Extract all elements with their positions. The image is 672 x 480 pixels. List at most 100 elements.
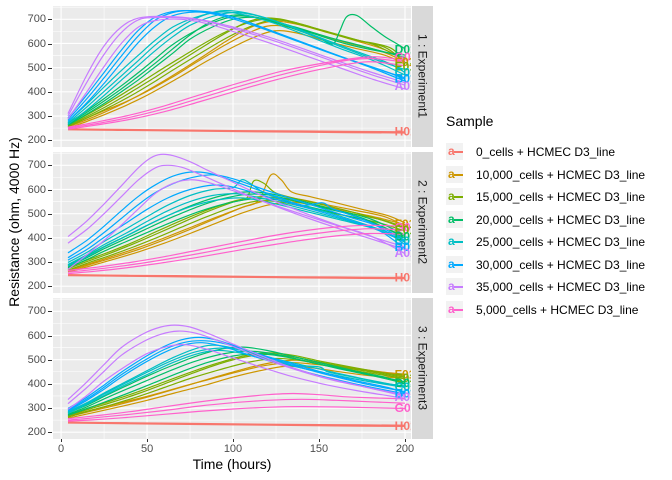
x-tick-mark bbox=[233, 439, 234, 442]
y-tick-label: 400 bbox=[27, 231, 46, 244]
y-tick-label: 200 bbox=[27, 134, 46, 147]
series-line bbox=[67, 15, 406, 124]
x-tick-label: 150 bbox=[309, 443, 329, 455]
series-line bbox=[67, 61, 406, 130]
series-line bbox=[67, 16, 406, 126]
x-tick-label: 100 bbox=[223, 443, 243, 455]
legend-label: 35,000_cells + HCMEC D3_line bbox=[476, 280, 646, 294]
line-end-label: A01 bbox=[395, 246, 411, 260]
legend-key: a bbox=[446, 278, 463, 295]
legend-label: 30,000_cells + HCMEC D3_line bbox=[476, 257, 646, 272]
y-tick-label: 600 bbox=[27, 37, 46, 50]
line-end-label: F01 bbox=[395, 55, 411, 69]
legend-key: a bbox=[446, 143, 463, 160]
legend-row: a 0_cells + HCMEC D3_line bbox=[446, 143, 672, 160]
legend-row: a 35,000_cells + HCMEC D3_line bbox=[446, 278, 672, 295]
x-tick-mark bbox=[147, 439, 149, 442]
y-tick-label: 200 bbox=[27, 280, 46, 293]
series-line bbox=[67, 174, 406, 259]
series-line bbox=[67, 197, 406, 271]
series-line bbox=[67, 352, 406, 416]
series-line bbox=[67, 224, 406, 272]
legend-title: Sample bbox=[446, 113, 494, 129]
y-tick-mark bbox=[48, 359, 52, 361]
y-tick-mark bbox=[48, 116, 52, 117]
legend-row: a 25,000_cells + HCMEC D3_line bbox=[446, 233, 672, 250]
y-tick-label: 500 bbox=[27, 207, 46, 220]
series-line bbox=[67, 56, 406, 128]
y-tick-mark bbox=[48, 213, 52, 215]
series-line bbox=[67, 232, 406, 275]
y-tick-label: 700 bbox=[27, 159, 46, 172]
series-line bbox=[67, 421, 406, 426]
y-tick-label: 600 bbox=[27, 183, 46, 196]
series-line bbox=[67, 392, 406, 420]
facet-panel-3: F01E01D01C01B01A01G01H01 bbox=[53, 298, 418, 439]
line-end-label: A01 bbox=[395, 79, 411, 93]
facet-strip-label: 3 : Experiment3 bbox=[415, 326, 430, 411]
y-tick-mark bbox=[48, 140, 52, 142]
facet-strip-3: 3 : Experiment3 bbox=[411, 298, 433, 439]
y-tick-mark bbox=[48, 408, 52, 409]
series-line bbox=[67, 128, 406, 133]
legend-label: 0_cells + HCMEC D3_line bbox=[476, 145, 616, 159]
y-tick-mark bbox=[48, 383, 52, 385]
y-tick-label: 200 bbox=[27, 426, 46, 439]
legend-key-glyph-a: a bbox=[448, 189, 455, 203]
legend-label: 5,000_cells + HCMEC D3_line bbox=[476, 302, 639, 317]
legend-key-glyph-a: a bbox=[448, 256, 455, 271]
legend-key-line bbox=[454, 308, 463, 311]
series-line bbox=[67, 274, 406, 279]
series-line bbox=[67, 343, 406, 410]
series-line bbox=[67, 153, 406, 248]
line-end-label: E01 bbox=[395, 223, 411, 237]
legend-row: a 10,000_cells + HCMEC D3_line bbox=[446, 165, 672, 183]
series-line bbox=[67, 422, 406, 427]
legend-key: a bbox=[446, 300, 463, 318]
legend-key: a bbox=[446, 165, 463, 183]
y-tick-mark bbox=[48, 165, 52, 167]
series-line bbox=[67, 353, 406, 417]
facet-strip-label: 1 : Experiment1 bbox=[415, 34, 430, 119]
legend-label: 25,000_cells + HCMEC D3_line bbox=[476, 235, 646, 249]
y-tick-label: 600 bbox=[27, 329, 46, 342]
y-tick-mark bbox=[48, 335, 52, 337]
y-tick-mark bbox=[48, 43, 52, 45]
legend-key-glyph-a: a bbox=[448, 211, 455, 226]
legend-key-glyph-a: a bbox=[448, 301, 455, 316]
series-line bbox=[67, 405, 406, 422]
facet-strip-label: 2 : Experiment2 bbox=[415, 180, 430, 265]
legend-label: 15,000_cells + HCMEC D3_line bbox=[476, 190, 646, 204]
series-line bbox=[67, 30, 406, 129]
x-tick-mark bbox=[319, 439, 320, 442]
legend-key-glyph-a: a bbox=[448, 166, 455, 181]
series-line bbox=[67, 18, 406, 126]
series-line bbox=[67, 352, 406, 416]
series-line bbox=[67, 9, 406, 119]
series-line bbox=[67, 365, 406, 419]
legend-label: 10,000_cells + HCMEC D3_line bbox=[476, 167, 646, 182]
line-end-label: H01 bbox=[395, 419, 411, 433]
y-tick-label: 400 bbox=[27, 377, 46, 390]
legend-key-glyph-a: a bbox=[448, 144, 455, 158]
line-end-label: G01 bbox=[395, 401, 411, 415]
y-tick-mark bbox=[48, 237, 52, 239]
legend-key-glyph-a: a bbox=[448, 279, 455, 293]
series-line bbox=[67, 346, 406, 414]
series-line bbox=[67, 340, 406, 411]
series-line bbox=[67, 228, 406, 273]
legend-key-line bbox=[454, 263, 463, 266]
legend-key-line bbox=[454, 173, 463, 176]
series-line bbox=[67, 359, 406, 418]
legend-row: a 30,000_cells + HCMEC D3_line bbox=[446, 255, 672, 273]
y-tick-label: 700 bbox=[27, 13, 46, 26]
series-line bbox=[67, 275, 406, 280]
series-line bbox=[67, 11, 406, 122]
line-end-label: E01 bbox=[395, 371, 411, 385]
series-line bbox=[67, 193, 406, 266]
series-line bbox=[67, 197, 406, 267]
legend-label: 20,000_cells + HCMEC D3_line bbox=[476, 212, 646, 227]
x-tick-label: 50 bbox=[140, 443, 154, 455]
legend-row: a 5,000_cells + HCMEC D3_line bbox=[446, 300, 672, 318]
